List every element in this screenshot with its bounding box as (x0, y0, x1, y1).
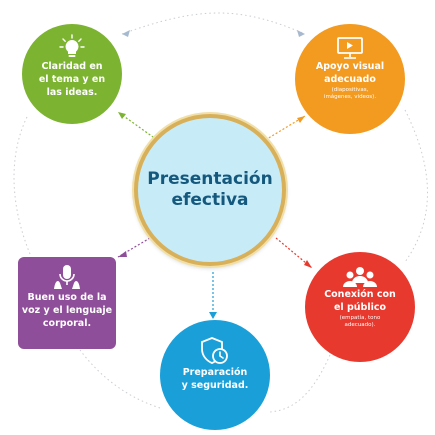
node-preparacion: Preparación y seguridad. (160, 320, 270, 430)
claridad-text: Claridad en el tema y en las ideas. (38, 61, 106, 98)
arrowheads (118, 30, 312, 319)
lightbulb-icon (59, 34, 85, 57)
node-claridad: Claridad en el tema y en las ideas. (22, 24, 122, 124)
center-title: Presentación efectiva (147, 169, 273, 210)
apoyo-subtext: (diapositivas, imágenes, videos). (323, 87, 377, 100)
video-screen-icon (337, 37, 363, 59)
node-conexion: Conexión con el público (empatía, tono a… (305, 252, 415, 362)
arrowhead-preparacion (209, 312, 217, 319)
conexion-text: Conexión con el público (324, 289, 396, 313)
audience-icon (343, 267, 377, 287)
arc-bottom-left (79, 349, 161, 409)
node-buen-uso: Buen uso de la voz y el lenguaje corpora… (18, 257, 116, 349)
apoyo-text: Apoyo visual adecuado (315, 61, 385, 85)
connector-claridad (117, 111, 161, 143)
microphone-hands-icon (54, 265, 80, 289)
arrowhead-buen-uso (118, 251, 127, 257)
arrowhead-top-left (122, 30, 130, 37)
buen-uso-text: Buen uso de la voz y el lenguaje corpora… (21, 292, 113, 329)
arrowhead-apoyo (297, 116, 305, 123)
node-apoyo-visual: Apoyo visual adecuado (diapositivas, imá… (295, 24, 405, 134)
shield-clock-icon (201, 337, 228, 364)
conexion-subtext: (empatía, tono adecuado). (339, 315, 381, 328)
preparacion-text: Preparación y seguridad. (181, 367, 249, 391)
arrowhead-conexion (304, 260, 312, 268)
arc-top (121, 12, 306, 35)
center-node: Presentación efectiva (134, 114, 286, 266)
connector-apoyo (261, 115, 306, 143)
outer-ring-arcs (13, 12, 428, 413)
arrowhead-top-right (297, 30, 305, 37)
inner-connectors (117, 111, 313, 318)
arc-right (404, 109, 428, 263)
arrowhead-claridad (118, 112, 126, 119)
arc-bottom-right (269, 354, 331, 413)
arc-left (13, 114, 31, 255)
